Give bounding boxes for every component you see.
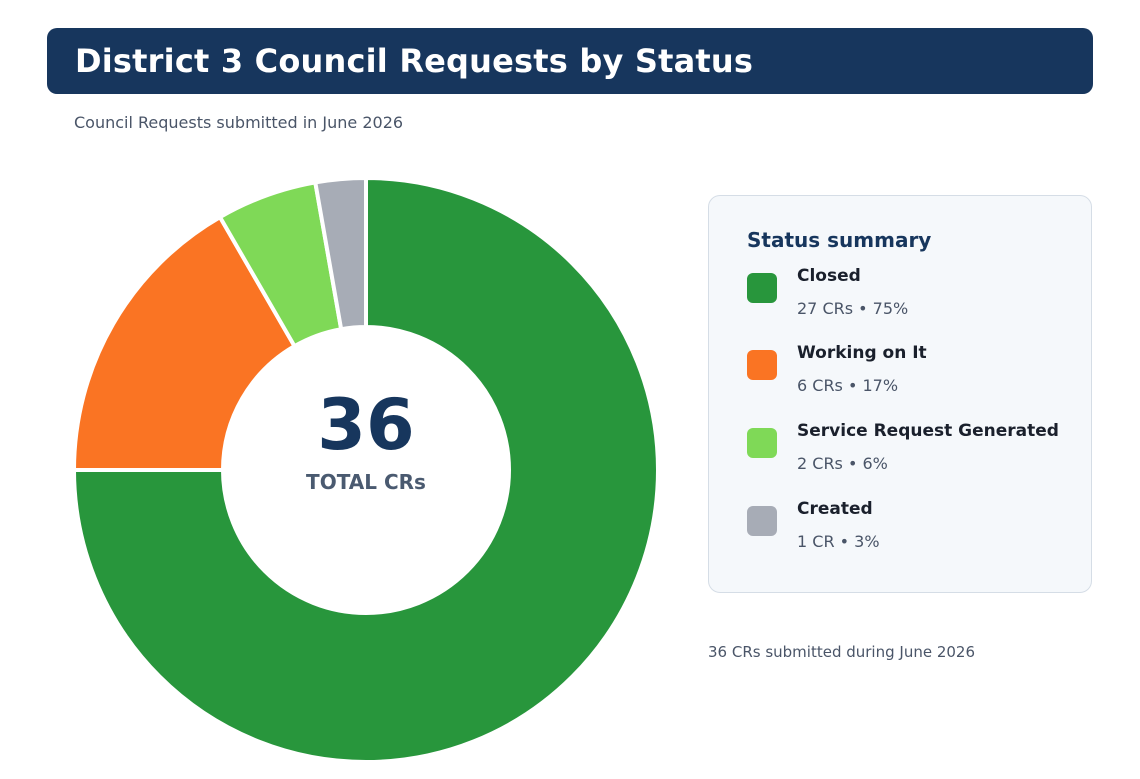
legend-label-working: Working on It bbox=[797, 343, 927, 363]
legend-detail-created: 1 CR • 3% bbox=[797, 532, 880, 551]
center-total-label: TOTAL CRs bbox=[306, 470, 426, 494]
legend-label-service: Service Request Generated bbox=[797, 421, 1059, 441]
donut-slice-created bbox=[313, 176, 368, 332]
legend-detail-working: 6 CRs • 17% bbox=[797, 376, 899, 395]
legend-detail-closed: 27 CRs • 75% bbox=[797, 299, 909, 318]
legend-label-closed: Closed bbox=[797, 266, 861, 286]
donut-slice-working bbox=[72, 215, 297, 472]
legend-swatch-working bbox=[747, 350, 777, 380]
page-title: District 3 Council Requests by Status bbox=[75, 42, 754, 80]
footnote: 36 CRs submitted during June 2026 bbox=[708, 643, 976, 661]
donut-slice-closed bbox=[72, 176, 660, 764]
legend-detail-service: 2 CRs • 6% bbox=[797, 454, 888, 473]
donut-chart bbox=[72, 176, 660, 764]
chart-subtitle: Council Requests submitted in June 2026 bbox=[74, 113, 404, 132]
legend-swatch-service bbox=[747, 428, 777, 458]
title-bar: District 3 Council Requests by Status bbox=[47, 28, 1093, 94]
legend-swatch-created bbox=[747, 506, 777, 536]
status-summary-panel: Status summary Closed 27 CRs • 75% Worki… bbox=[708, 195, 1092, 593]
summary-heading: Status summary bbox=[747, 228, 932, 252]
legend-swatch-closed bbox=[747, 273, 777, 303]
center-total-value: 36 bbox=[317, 384, 415, 466]
legend-label-created: Created bbox=[797, 499, 873, 519]
